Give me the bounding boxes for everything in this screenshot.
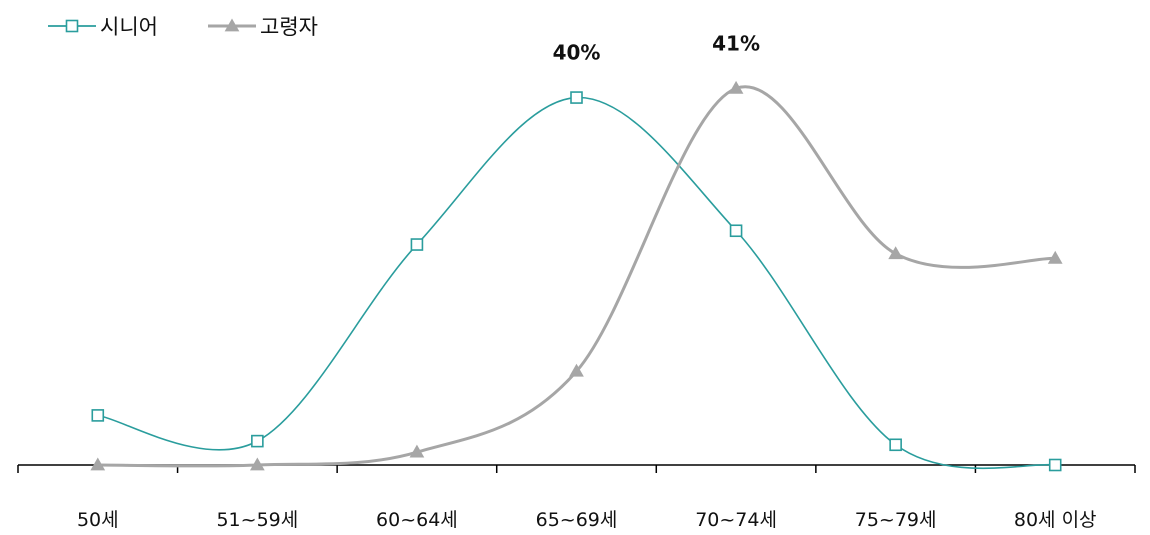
legend-marker (65, 19, 79, 33)
data-point (889, 438, 902, 452)
x-axis: 50세 51~59세 60~64세 65~69세 70~74세 75~79세 80세 이상 (17, 464, 1136, 531)
data-point (91, 409, 105, 422)
x-tick-label: 70~74세 (695, 509, 777, 531)
x-tick-label: 80세 이상 (1014, 509, 1097, 531)
legend: 시니어 고령자 (48, 15, 318, 39)
series-2 (90, 80, 1063, 471)
data-point (1047, 250, 1063, 264)
x-tick-label: 65~69세 (536, 509, 618, 531)
legend-label: 시니어 (100, 15, 158, 39)
data-point (729, 224, 743, 238)
legend-item: 시니어 (48, 15, 158, 39)
series-layer (90, 80, 1063, 472)
legend-marker (224, 18, 240, 32)
data-point (728, 80, 744, 94)
data-labels: 40% 41% (553, 31, 760, 64)
series-1 (91, 91, 1062, 472)
data-point (90, 457, 106, 471)
data-label: 41% (712, 31, 760, 55)
legend-item: 고령자 (208, 15, 318, 39)
data-point (409, 444, 425, 458)
data-point (569, 363, 584, 377)
data-point (410, 238, 424, 251)
data-point (249, 457, 265, 471)
series-line (97, 96, 1056, 470)
legend-label: 고령자 (260, 15, 318, 39)
data-point (888, 246, 904, 260)
x-tick-label: 75~79세 (855, 509, 937, 531)
x-tick-label: 60~64세 (376, 509, 458, 531)
x-tick-label: 50세 (77, 509, 119, 531)
data-point (1048, 458, 1062, 472)
data-label: 40% (553, 41, 601, 65)
data-point (251, 434, 264, 448)
series-line (97, 85, 1056, 468)
data-point (570, 91, 583, 104)
x-tick-label: 51~59세 (216, 509, 298, 531)
